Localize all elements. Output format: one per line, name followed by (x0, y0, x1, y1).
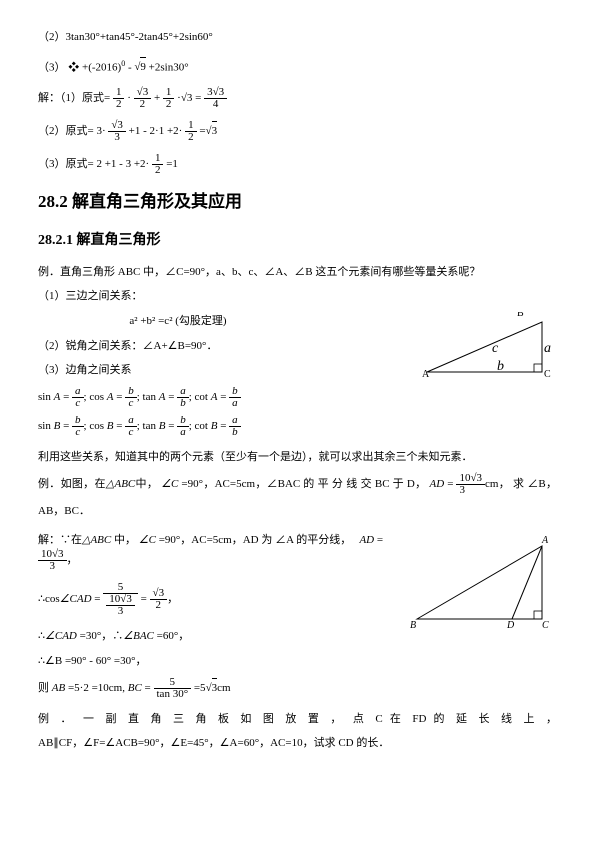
radicand: 3 (187, 92, 193, 104)
sol-3: （3）原式= 2 +1 - 3 +2· 12 =1 (38, 153, 557, 176)
sqrt: √9 (134, 61, 146, 73)
sol-1: 解：（1）原式= 12 · √32 + 12 ·√3 = 3√34 (38, 87, 557, 110)
triangle-1-figure: A B C c a b (417, 312, 557, 382)
svg-text:b: b (497, 359, 504, 374)
sol2-line5: 则 AB =5·2 =10cm, BC = 5tan 30° =5√3cm (38, 677, 557, 700)
sol2-line4: ∴∠B =90° - 60° =30°， (38, 652, 557, 671)
explain: 利用这些关系，知道其中的两个元素（至少有一个是边），就可以求出其余三个未知元素． (38, 448, 557, 467)
svg-text:C: C (544, 369, 551, 380)
prob-1-2: （2）3tan30°+tan45°-2tan45°+2sin60° (38, 28, 557, 47)
example-2-line1: 例．如图，在△ABC中， ∠C =90°，AC=5cm，∠BAC 的 平 分 线… (38, 473, 557, 496)
text: =1 (166, 158, 178, 170)
fraction: √33 (108, 120, 126, 143)
fraction: 12 (152, 153, 164, 176)
pythagoras: a² +b² =c² (勾股定理) (38, 312, 318, 331)
radicand: 3 (212, 121, 218, 141)
svg-text:B: B (517, 312, 524, 319)
exponent: 0 (121, 59, 125, 68)
text: （3）原式= 2 +1 - 3 +2· (38, 158, 149, 170)
text: = (199, 125, 205, 137)
trig-B-row: sin B = bc; cos B = ac; tan B = ba; cot … (38, 415, 557, 438)
svg-text:B: B (410, 620, 416, 631)
trig-A-row: sin A = ac; cos A = bc; tan A = ab; cot … (38, 386, 557, 409)
radicand: 9 (140, 57, 146, 77)
fraction: 12 (163, 87, 175, 110)
heading-1: 28.2 解直角三角形及其应用 (38, 188, 557, 217)
example-3-line2: AB∥CF，∠F=∠ACB=90°，∠E=45°，∠A=60°，AC=10，试求… (38, 734, 557, 753)
fraction: 12 (113, 87, 125, 110)
svg-text:A: A (541, 535, 549, 546)
text: （2）3tan30°+tan45°-2tan45°+2sin60° (38, 31, 213, 43)
text: +1 - 2·1 +2· (129, 125, 183, 137)
example-intro: 例．直角三角形 ABC 中，∠C=90°，a、b、c、∠A、∠B 这五个元素间有… (38, 263, 557, 282)
triangle-2-figure: A B D C (407, 531, 557, 631)
fraction: 12 (185, 120, 197, 143)
svg-text:A: A (422, 369, 430, 380)
heading-2: 28.2.1 解直角三角形 (38, 229, 557, 253)
example-2-line2: AB，BC． (38, 502, 557, 521)
text: +2sin30° (149, 61, 189, 73)
text: 解：（1）原式= (38, 92, 110, 104)
fraction: 3√34 (204, 87, 227, 110)
prob-1-3: （3） ❖ +(-2016)0 - √9 +2sin30° (38, 57, 557, 77)
svg-text:c: c (492, 341, 499, 356)
svg-text:a: a (544, 341, 551, 356)
text: +(-2016) (82, 61, 121, 73)
svg-text:C: C (542, 620, 549, 631)
sol-2: （2）原式= 3· √33 +1 - 2·1 +2· 12 =√3 (38, 120, 557, 143)
fraction: √32 (134, 87, 152, 110)
svg-text:D: D (506, 620, 515, 631)
example-3-line1: 例 ． 一 副 直 角 三 角 板 如 图 放 置 ， 点 C 在 FD 的 延… (38, 710, 557, 729)
item-1: （1）三边之间关系： (38, 287, 557, 306)
placeholder-icon: ❖ (68, 61, 79, 73)
text: （3） (38, 61, 66, 73)
text: （2）原式= 3· (38, 125, 106, 137)
